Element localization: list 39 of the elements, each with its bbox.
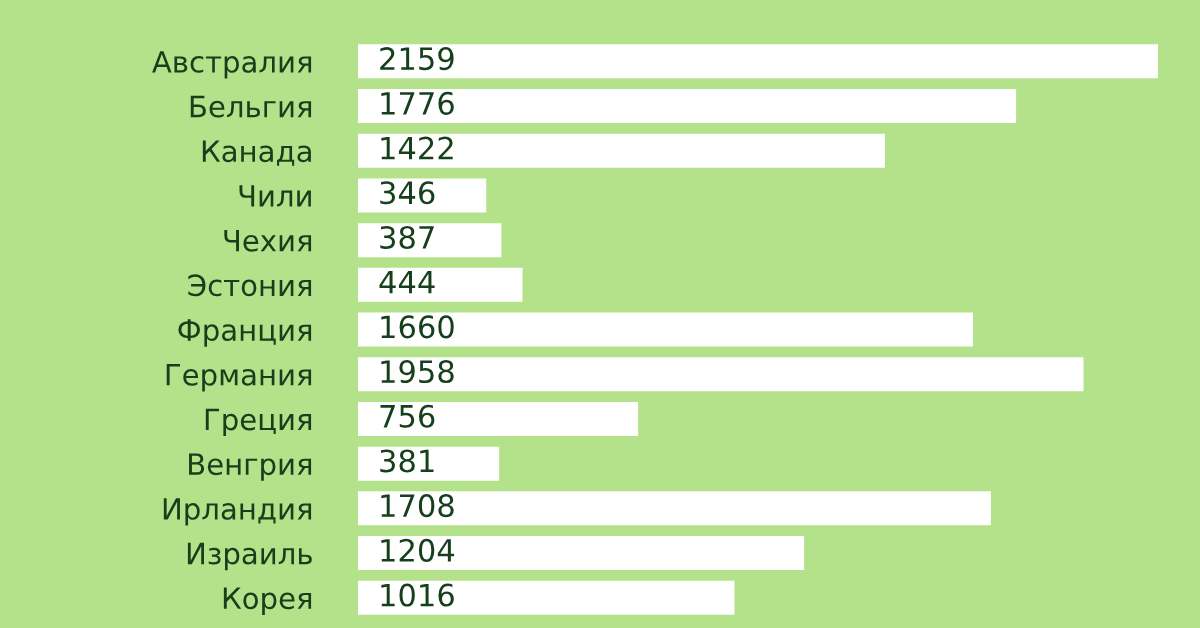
data-label: 381 bbox=[380, 449, 434, 473]
y-tick-label: Венгрия bbox=[189, 453, 312, 481]
y-tick-label: Ирландия bbox=[163, 498, 312, 526]
bar bbox=[358, 89, 1017, 124]
data-label: 1422 bbox=[381, 136, 453, 160]
data-label: 1776 bbox=[381, 91, 454, 115]
bar bbox=[358, 580, 735, 615]
y-tick-label: Израиль bbox=[187, 542, 312, 571]
bar bbox=[358, 223, 502, 258]
data-label: 1708 bbox=[381, 494, 454, 518]
y-tick-label: Австралия bbox=[152, 51, 312, 79]
y-tick-label: Корея bbox=[223, 587, 312, 615]
y-tick-label: Эстония bbox=[188, 274, 312, 297]
y-tick-label: Германия bbox=[166, 364, 312, 392]
bar bbox=[358, 178, 487, 213]
bar bbox=[358, 44, 1158, 79]
y-tick-label: Чехия bbox=[224, 229, 312, 252]
data-label: 444 bbox=[379, 271, 435, 294]
data-label: 1016 bbox=[381, 583, 454, 607]
bar bbox=[358, 536, 805, 571]
data-label: 387 bbox=[380, 225, 434, 250]
bar bbox=[358, 312, 974, 347]
y-tick-label: Бельгия bbox=[190, 95, 312, 118]
bar bbox=[358, 357, 1084, 392]
data-label: 2159 bbox=[380, 47, 454, 71]
data-label: 346 bbox=[380, 181, 435, 205]
y-tick-label: Чили bbox=[239, 185, 311, 207]
bar bbox=[358, 401, 639, 436]
y-tick-label: Франция bbox=[178, 319, 312, 347]
bar bbox=[358, 267, 523, 302]
data-label: 1660 bbox=[381, 315, 454, 339]
data-label: 1958 bbox=[381, 360, 454, 384]
bar bbox=[358, 491, 991, 526]
data-label: 756 bbox=[380, 404, 435, 428]
y-tick-label: Греция bbox=[205, 408, 312, 437]
y-tick-label: Канада bbox=[202, 140, 311, 166]
data-label: 1204 bbox=[381, 538, 455, 562]
bar bbox=[358, 446, 500, 481]
bar bbox=[358, 133, 885, 168]
